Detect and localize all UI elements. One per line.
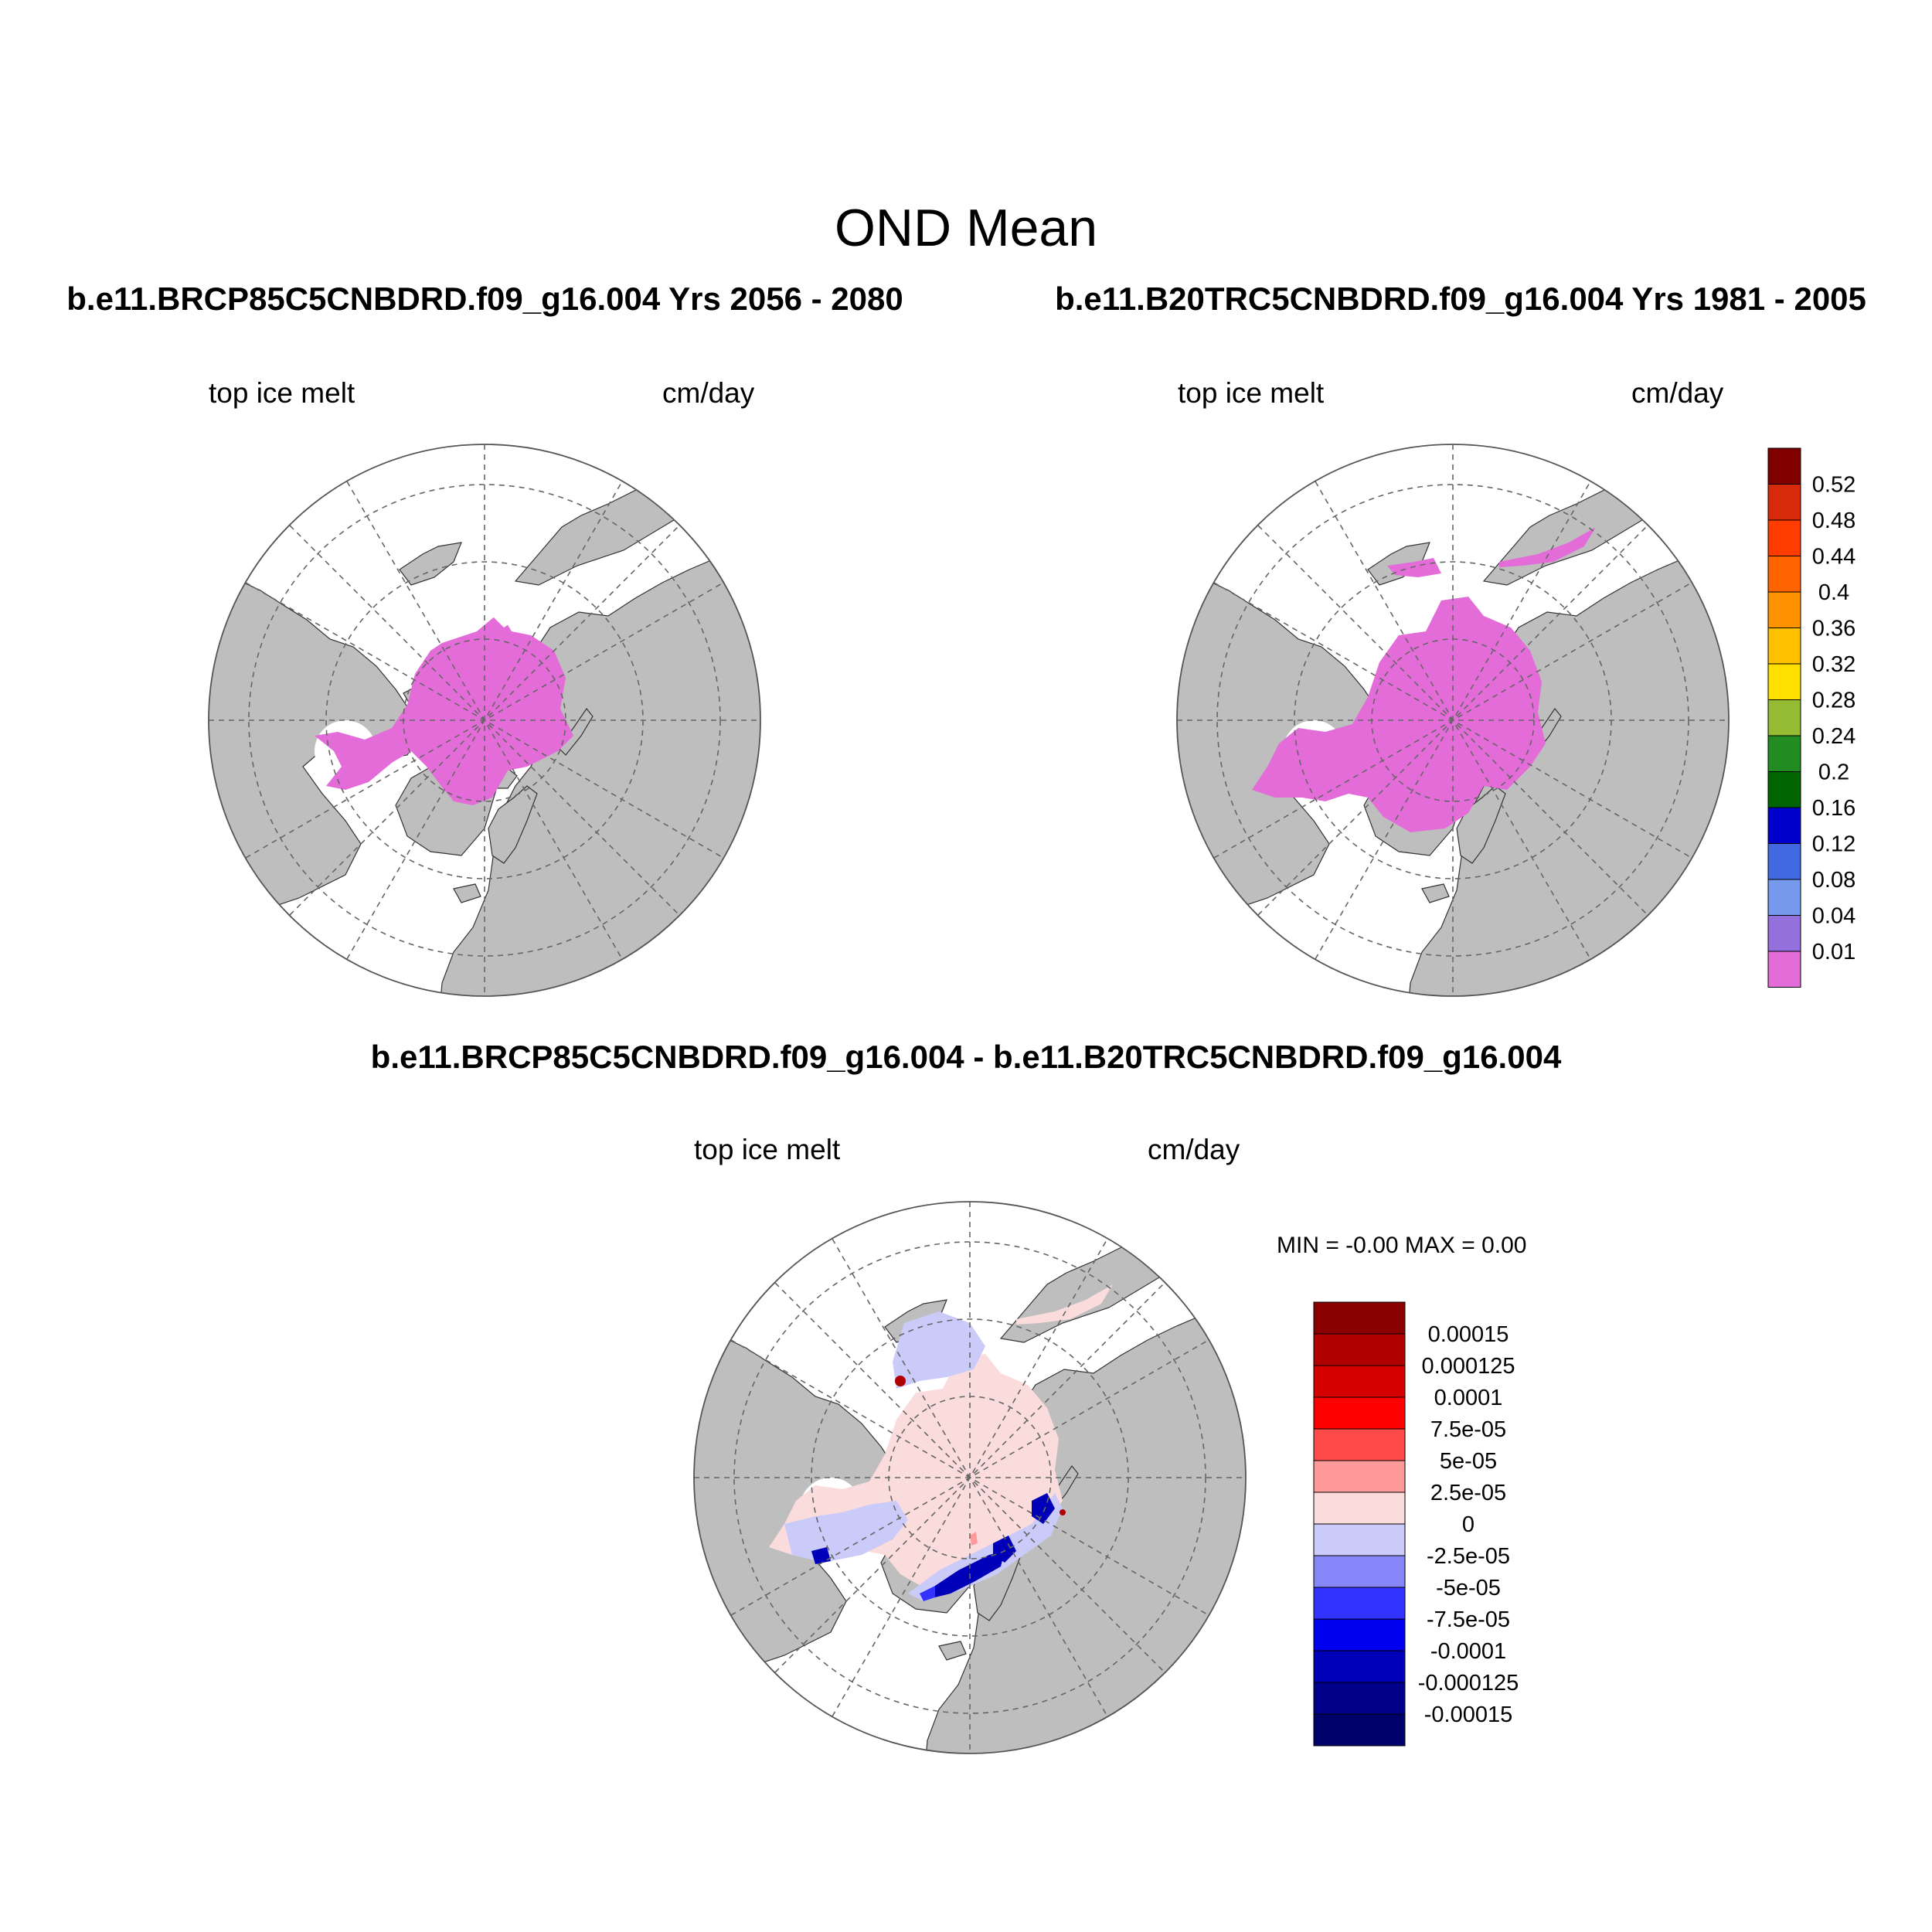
colorbar-top-swatch [1767,879,1801,916]
diff-pos-spot [895,1376,906,1386]
colorbar-diff-label: 7.5e-05 [1430,1417,1506,1442]
colorbar-top-label: 0.04 [1812,904,1855,929]
colorbar-diff-swatch [1313,1618,1406,1651]
colorbar-top-swatch [1767,771,1801,808]
colorbar-diff-label: 2.5e-05 [1430,1481,1506,1505]
colorbar-top-label: 0.01 [1812,940,1855,964]
figure-title: OND Mean [834,199,1098,257]
colorbar-diff-swatch [1313,1523,1406,1556]
colorbar-top-label: 0.44 [1812,545,1855,570]
colorbar-diff-swatch [1313,1555,1406,1588]
diff-pos-spot-2 [1060,1509,1066,1515]
melt-region-future [315,612,573,805]
colorbar-diff-swatch [1313,1682,1406,1715]
colorbar-top-label: 0.28 [1812,689,1855,713]
colorbar-difference: 0.00015 0.000125 0.0001 7.5e-05 5e-05 2.5e-05… [1313,1301,1519,1747]
variable-label-difference: top ice melt [694,1134,841,1165]
polar-map-historical [1176,444,1730,997]
colorbar-diff-swatch [1313,1396,1406,1430]
colorbar-diff-swatch [1313,1713,1406,1747]
colorbar-diff-swatch [1313,1428,1406,1461]
colorbar-top-swatch [1767,519,1801,556]
diff-pos-region-okhotsk [1016,1284,1113,1325]
diff-neg-region-atlantic [784,1501,908,1563]
colorbar-top-swatch [1767,556,1801,593]
melt-region-historical-okhotsk [1499,527,1596,567]
colorbar-top-swatch [1767,447,1801,485]
colorbar-top-label: 0.32 [1812,652,1855,677]
colorbar-top-swatch [1767,735,1801,772]
min-max-label: MIN = -0.00 MAX = 0.00 [1277,1233,1527,1258]
colorbar-top-swatch [1767,843,1801,880]
colorbar-diff-label: -5e-05 [1436,1576,1501,1600]
units-label-historical: cm/day [1631,377,1724,409]
colorbar-diff-label: 0 [1462,1512,1475,1537]
colorbar-diff-label: -0.00015 [1424,1702,1513,1727]
colorbar-top-swatch [1767,591,1801,628]
colorbar-top-swatch [1767,699,1801,736]
colorbar-top-label: 0.08 [1812,868,1855,893]
colorbar-top-label: 0.48 [1812,509,1855,533]
diff-neg-region-pacific [893,1311,985,1389]
colorbar-top-swatch [1767,484,1801,521]
polar-map-difference [693,1201,1247,1754]
colorbar-diff-label: -0.000125 [1418,1671,1519,1696]
colorbar-diff-label: -2.5e-05 [1427,1544,1510,1569]
colorbar-diff-label: -0.0001 [1430,1639,1506,1664]
melt-region-historical [1252,597,1546,832]
colorbar-top-swatch [1767,663,1801,700]
colorbar-diff-swatch [1313,1650,1406,1683]
colorbar-top-label: 0.24 [1812,724,1855,749]
variable-label-future: top ice melt [209,377,355,409]
colorbar-diff-swatch [1313,1301,1406,1335]
polar-map-future [208,444,761,997]
colorbar-diff-swatch [1313,1333,1406,1366]
diff-neg-region-barents [908,1493,1063,1601]
units-label-difference: cm/day [1148,1134,1240,1165]
colorbar-top-label: 0.2 [1818,760,1849,785]
colorbar-top: 0.52 0.48 0.44 0.4 0.36 0.32 0.28 0.24 0.2 0.16 0.… [1767,447,1855,988]
diff-strong-neg-baffin [811,1547,831,1564]
colorbar-diff-label: -7.5e-05 [1427,1607,1510,1632]
colorbar-top-swatch [1767,915,1801,952]
colorbar-top-label: 0.16 [1812,796,1855,821]
panel-title-historical: b.e11.B20TRC5CNBDRD.f09_g16.004 Yrs 1981… [1055,281,1866,317]
colorbar-diff-label: 0.000125 [1422,1354,1515,1379]
colorbar-top-swatch [1767,628,1801,665]
units-label-future: cm/day [662,377,755,409]
colorbar-top-label: 0.12 [1812,832,1855,857]
panel-title-future: b.e11.BRCP85C5CNBDRD.f09_g16.004 Yrs 205… [66,281,903,317]
colorbar-diff-label: 0.00015 [1428,1322,1509,1347]
colorbar-diff-swatch [1313,1460,1406,1493]
colorbar-diff-swatch [1313,1365,1406,1398]
colorbar-diff-swatch [1313,1587,1406,1620]
colorbar-diff-label: 0.0001 [1434,1386,1503,1410]
colorbar-top-label: 0.4 [1818,580,1849,605]
melt-region-historical-bering [1387,558,1441,577]
colorbar-top-swatch [1767,807,1801,844]
variable-label-historical: top ice melt [1178,377,1325,409]
colorbar-top-swatch [1767,951,1801,988]
panel-title-difference: b.e11.BRCP85C5CNBDRD.f09_g16.004 - b.e11… [370,1039,1562,1075]
colorbar-top-label: 0.52 [1812,473,1855,498]
colorbar-diff-label: 5e-05 [1440,1449,1497,1474]
diff-mid-neg-greenland [920,1586,935,1601]
diff-strong-neg-kara [993,1536,1016,1563]
colorbar-top-label: 0.36 [1812,617,1855,641]
colorbar-diff-swatch [1313,1492,1406,1525]
